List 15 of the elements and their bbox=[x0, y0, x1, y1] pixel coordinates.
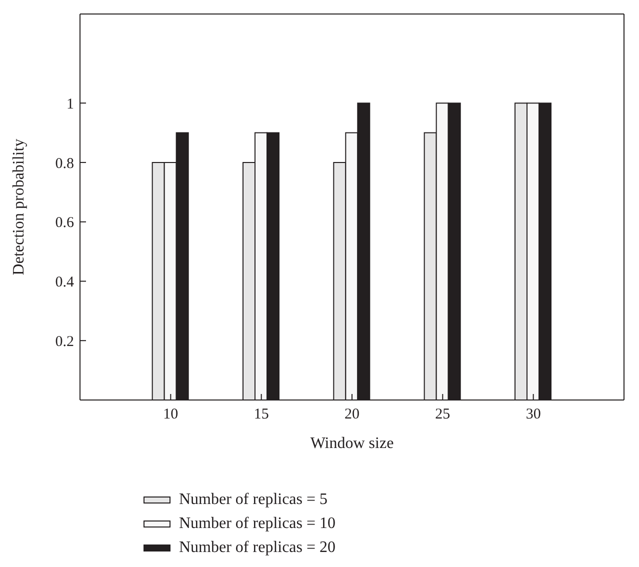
x-tick-label: 20 bbox=[344, 406, 360, 423]
y-tick-label: 1 bbox=[66, 96, 74, 112]
y-axis-title: Detection probability bbox=[10, 138, 28, 276]
legend-label: Number of replicas = 10 bbox=[179, 515, 336, 533]
y-tick-label: 0.6 bbox=[55, 215, 74, 232]
x-tick-label: 25 bbox=[435, 406, 450, 423]
y-tick-label: 0.4 bbox=[55, 274, 74, 291]
x-tick-label: 10 bbox=[163, 406, 178, 423]
x-tick-label: 30 bbox=[526, 406, 541, 423]
y-tick-label: 0.8 bbox=[55, 156, 74, 172]
legend-label: Number of replicas = 20 bbox=[179, 539, 336, 557]
x-tick-label: 15 bbox=[254, 406, 269, 423]
y-tick-label: 0.2 bbox=[55, 334, 74, 350]
legend-label: Number of replicas = 5 bbox=[179, 491, 328, 509]
x-axis-title: Window size bbox=[310, 435, 394, 452]
